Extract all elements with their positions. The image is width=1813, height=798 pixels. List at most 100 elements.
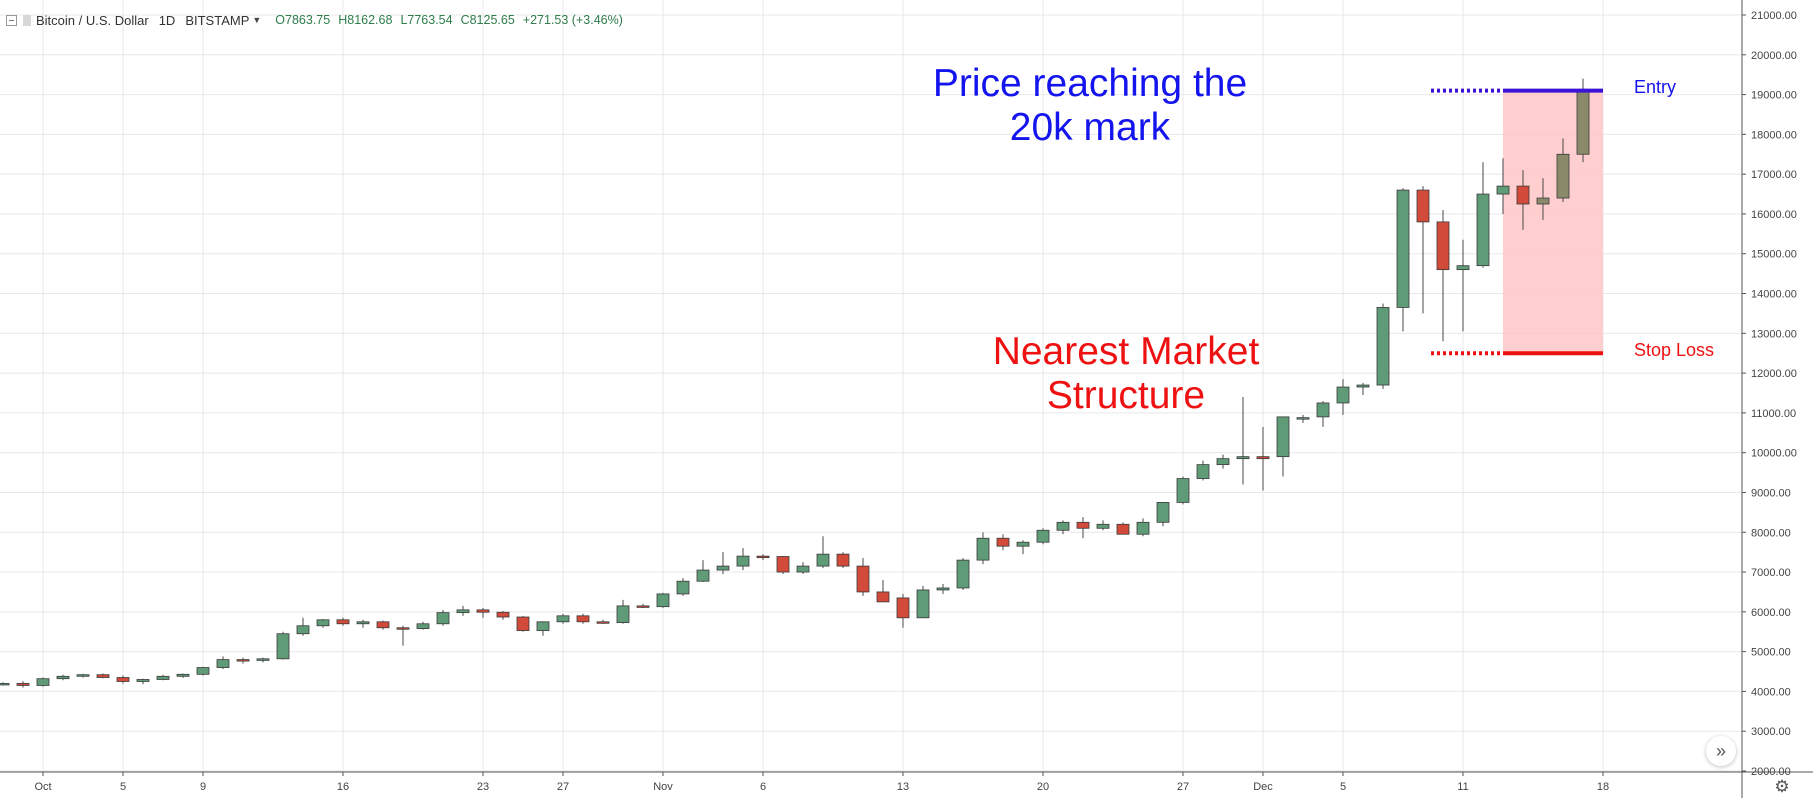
candle[interactable]	[316, 619, 330, 628]
candle[interactable]	[736, 548, 750, 571]
candle[interactable]	[56, 674, 70, 681]
candle[interactable]	[376, 620, 390, 630]
candle[interactable]	[356, 619, 370, 628]
scroll-to-realtime-button[interactable]: »	[1706, 736, 1736, 766]
candle[interactable]	[276, 631, 290, 660]
candle[interactable]	[1316, 400, 1330, 427]
candle[interactable]	[1516, 170, 1530, 230]
candle[interactable]	[1336, 379, 1350, 415]
candle[interactable]	[1136, 518, 1150, 537]
candle[interactable]	[1276, 416, 1290, 477]
candle[interactable]	[796, 562, 810, 575]
candle[interactable]	[1536, 178, 1550, 220]
candle[interactable]	[576, 613, 590, 624]
candle[interactable]	[1496, 158, 1510, 214]
candle[interactable]	[1476, 162, 1490, 268]
candle[interactable]	[1036, 528, 1050, 545]
candle[interactable]	[556, 613, 570, 624]
candle[interactable]	[1256, 426, 1270, 491]
candle[interactable]	[956, 558, 970, 590]
candle[interactable]	[16, 681, 30, 688]
candle[interactable]	[1156, 502, 1170, 527]
candle-body	[1556, 153, 1570, 199]
candle[interactable]	[876, 580, 890, 603]
candle[interactable]	[1016, 540, 1030, 555]
candle[interactable]	[816, 536, 830, 569]
candle[interactable]	[996, 534, 1010, 551]
candle[interactable]	[336, 617, 350, 626]
candle[interactable]	[496, 611, 510, 620]
candle[interactable]	[836, 552, 850, 569]
candle[interactable]	[1076, 517, 1090, 539]
candle[interactable]	[636, 603, 650, 608]
candle-body	[736, 555, 750, 567]
entry-annotation: Price reaching the 20k mark	[920, 62, 1260, 150]
candle-series[interactable]	[0, 78, 1590, 688]
high-value: H8162.68	[338, 13, 393, 27]
candle[interactable]	[456, 605, 470, 616]
candle[interactable]	[476, 607, 490, 618]
candle[interactable]	[96, 673, 110, 679]
interval-label[interactable]: 1D	[158, 12, 176, 28]
candle-body	[1356, 384, 1370, 388]
candle[interactable]	[1196, 460, 1210, 481]
candle-body	[116, 677, 130, 682]
candle[interactable]	[1296, 414, 1310, 423]
candle[interactable]	[716, 552, 730, 575]
candle[interactable]	[176, 673, 190, 678]
candle[interactable]	[256, 657, 270, 663]
candle[interactable]	[756, 554, 770, 561]
candle[interactable]	[1236, 396, 1250, 485]
candle[interactable]	[696, 560, 710, 582]
candle[interactable]	[1356, 383, 1370, 395]
candle[interactable]	[616, 599, 630, 624]
candle-body	[996, 537, 1010, 547]
gear-icon[interactable]: ⚙	[1774, 777, 1790, 796]
candle[interactable]	[116, 675, 130, 684]
candle[interactable]	[1556, 138, 1570, 203]
candle[interactable]	[0, 682, 10, 686]
candle[interactable]	[516, 615, 530, 632]
candle[interactable]	[416, 621, 430, 630]
candle[interactable]	[236, 657, 250, 664]
candle[interactable]	[396, 625, 410, 646]
candle-body	[836, 553, 850, 567]
candle[interactable]	[436, 609, 450, 626]
candle[interactable]	[1216, 454, 1230, 469]
candle[interactable]	[156, 674, 170, 681]
collapse-icon[interactable]	[6, 14, 17, 26]
candle[interactable]	[216, 656, 230, 670]
candle[interactable]	[1456, 239, 1470, 332]
candle[interactable]	[676, 578, 690, 596]
candle[interactable]	[1056, 520, 1070, 535]
candle-body	[1096, 523, 1110, 529]
symbol-legend[interactable]: Bitcoin / U.S. Dollar 1D BITSTAMP ▼ O786…	[6, 11, 623, 29]
candle[interactable]	[1416, 186, 1430, 314]
candle[interactable]	[856, 558, 870, 596]
candle[interactable]	[916, 585, 930, 619]
candle[interactable]	[76, 673, 90, 678]
candle[interactable]	[1436, 209, 1450, 342]
candle[interactable]	[976, 532, 990, 565]
candle[interactable]	[936, 583, 950, 594]
symbol-name[interactable]: Bitcoin / U.S. Dollar	[36, 12, 149, 28]
candle[interactable]	[1096, 520, 1110, 531]
candle[interactable]	[656, 592, 670, 608]
candle[interactable]	[596, 619, 610, 624]
candle-body	[456, 609, 470, 614]
chevron-down-icon[interactable]: ▼	[252, 15, 262, 25]
exchange-label[interactable]: BITSTAMP	[185, 12, 250, 28]
candle[interactable]	[1116, 522, 1130, 535]
candle[interactable]	[896, 593, 910, 628]
candle[interactable]	[136, 678, 150, 685]
candle[interactable]	[536, 621, 550, 636]
candle[interactable]	[36, 677, 50, 687]
candle[interactable]	[296, 617, 310, 636]
candle[interactable]	[1396, 188, 1410, 332]
candle[interactable]	[196, 666, 210, 676]
candle[interactable]	[1176, 476, 1190, 505]
candle[interactable]	[1376, 303, 1390, 390]
candle-body	[176, 673, 190, 677]
candle[interactable]	[776, 556, 790, 575]
